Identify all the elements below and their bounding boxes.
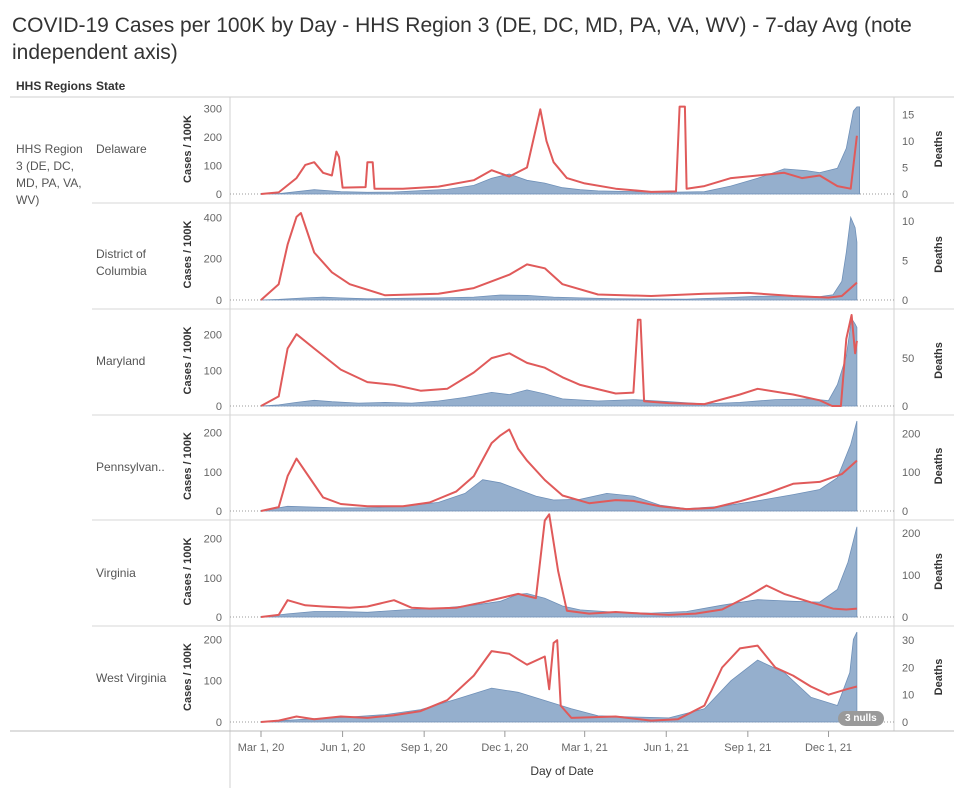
panel-4-cases-tick: 200	[204, 428, 222, 440]
panel-2-deaths-tick: 0	[902, 295, 908, 307]
x-tick-label: Dec 1, 20	[481, 742, 528, 754]
panel-5-cases-tick: 100	[204, 573, 222, 585]
panel-4-deaths-line[interactable]	[260, 428, 858, 512]
panel-3-cases-tick: 100	[204, 365, 222, 377]
panel-5-cases-tick: 200	[204, 534, 222, 546]
x-axis-title: Day of Date	[530, 764, 594, 778]
state-label-maryland: Maryland	[96, 354, 146, 368]
panel-4-deaths-tick: 100	[902, 467, 920, 479]
state-label-district-of-columbia: District of Columbia	[96, 247, 147, 278]
panel-4-y2-axis-title: Deaths	[933, 448, 945, 485]
panel-3-cases-tick: 200	[204, 330, 222, 342]
panel-5-cases-tick: 0	[216, 612, 222, 624]
panel-2-cases-area[interactable]	[260, 215, 858, 301]
panel-3-y-axis-title: Cases / 100K	[182, 327, 194, 395]
x-tick-label: Mar 1, 20	[238, 742, 284, 754]
state-label-virginia: Virginia	[96, 566, 136, 580]
region-label: HHS Region 3 (DE, DC, MD, PA, VA, WV)	[16, 142, 83, 207]
panel-2-deaths-tick: 5	[902, 255, 908, 267]
panel-1-cases-tick: 200	[204, 132, 222, 144]
panel-1-deaths-line[interactable]	[260, 105, 858, 195]
panel-1-deaths-tick: 5	[902, 163, 908, 175]
panel-6-cases-tick: 200	[204, 634, 222, 646]
panel-2-y-axis-title: Cases / 100K	[182, 221, 194, 289]
panel-5-deaths-line[interactable]	[260, 513, 857, 618]
panel-1-y2-axis-title: Deaths	[933, 131, 945, 168]
panel-3-deaths-tick: 50	[902, 353, 914, 365]
panel-4-deaths-tick: 0	[902, 506, 908, 518]
panel-1-deaths-tick: 10	[902, 136, 914, 148]
panel-4-cases-tick: 100	[204, 467, 222, 479]
x-tick-label: Mar 1, 21	[561, 742, 607, 754]
panel-6-deaths-line[interactable]	[260, 639, 858, 723]
panel-6-cases-tick: 0	[216, 717, 222, 729]
panel-1-cases-tick: 300	[204, 103, 222, 115]
x-tick-label: Jun 1, 21	[644, 742, 689, 754]
panel-1-deaths-tick: 15	[902, 110, 914, 122]
panel-6-y-axis-title: Cases / 100K	[182, 643, 194, 711]
panel-1-cases-tick: 0	[216, 189, 222, 201]
state-label-delaware: Delaware	[96, 142, 147, 156]
panel-3-y2-axis-title: Deaths	[933, 342, 945, 379]
panel-6-cases-area[interactable]	[260, 631, 858, 723]
panel-5-deaths-tick: 0	[902, 612, 908, 624]
x-tick-label: Sep 1, 20	[401, 742, 448, 754]
panel-6-deaths-tick: 20	[902, 662, 914, 674]
panel-1-cases-area[interactable]	[260, 106, 860, 195]
panel-5-y2-axis-title: Deaths	[933, 553, 945, 590]
panel-4-deaths-tick: 200	[902, 428, 920, 440]
panel-4-cases-area[interactable]	[260, 420, 858, 512]
panel-4-y-axis-title: Cases / 100K	[182, 432, 194, 500]
panel-5-deaths-tick: 200	[902, 528, 920, 540]
panel-4-cases-tick: 0	[216, 506, 222, 518]
state-label-west-virginia: West Virginia	[96, 671, 167, 685]
header-state[interactable]: State	[96, 79, 126, 93]
panel-5-cases-area[interactable]	[260, 526, 858, 618]
panel-6-deaths-tick: 0	[902, 717, 908, 729]
panel-1-cases-tick: 100	[204, 160, 222, 172]
panel-2-cases-tick: 0	[216, 295, 222, 307]
panel-3-deaths-line[interactable]	[260, 314, 858, 407]
panel-3-cases-area[interactable]	[260, 317, 858, 407]
panel-6-y2-axis-title: Deaths	[933, 659, 945, 696]
panel-3-cases-tick: 0	[216, 401, 222, 413]
state-label-pennsylvania: Pennsylvan..	[96, 460, 165, 474]
header-hhs-regions[interactable]: HHS Regions	[16, 79, 93, 93]
panel-6-deaths-tick: 10	[902, 690, 914, 702]
nulls-badge[interactable]: 3 nulls	[838, 711, 884, 726]
x-tick-label: Jun 1, 20	[320, 742, 365, 754]
panel-5-deaths-tick: 100	[902, 570, 920, 582]
panel-2-deaths-line[interactable]	[260, 212, 858, 301]
panel-6-deaths-tick: 30	[902, 635, 914, 647]
panel-1-y-axis-title: Cases / 100K	[182, 115, 194, 183]
x-tick-label: Sep 1, 21	[724, 742, 771, 754]
panel-1-deaths-tick: 0	[902, 189, 908, 201]
panel-3-deaths-tick: 0	[902, 401, 908, 413]
panel-6-cases-tick: 100	[204, 676, 222, 688]
panel-2-deaths-tick: 10	[902, 216, 914, 228]
panel-2-cases-tick: 200	[204, 254, 222, 266]
chart-title: COVID-19 Cases per 100K by Day - HHS Reg…	[12, 14, 912, 64]
panel-2-cases-tick: 400	[204, 212, 222, 224]
panel-5-y-axis-title: Cases / 100K	[182, 538, 194, 606]
x-tick-label: Dec 1, 21	[805, 742, 852, 754]
panel-2-y2-axis-title: Deaths	[933, 236, 945, 273]
